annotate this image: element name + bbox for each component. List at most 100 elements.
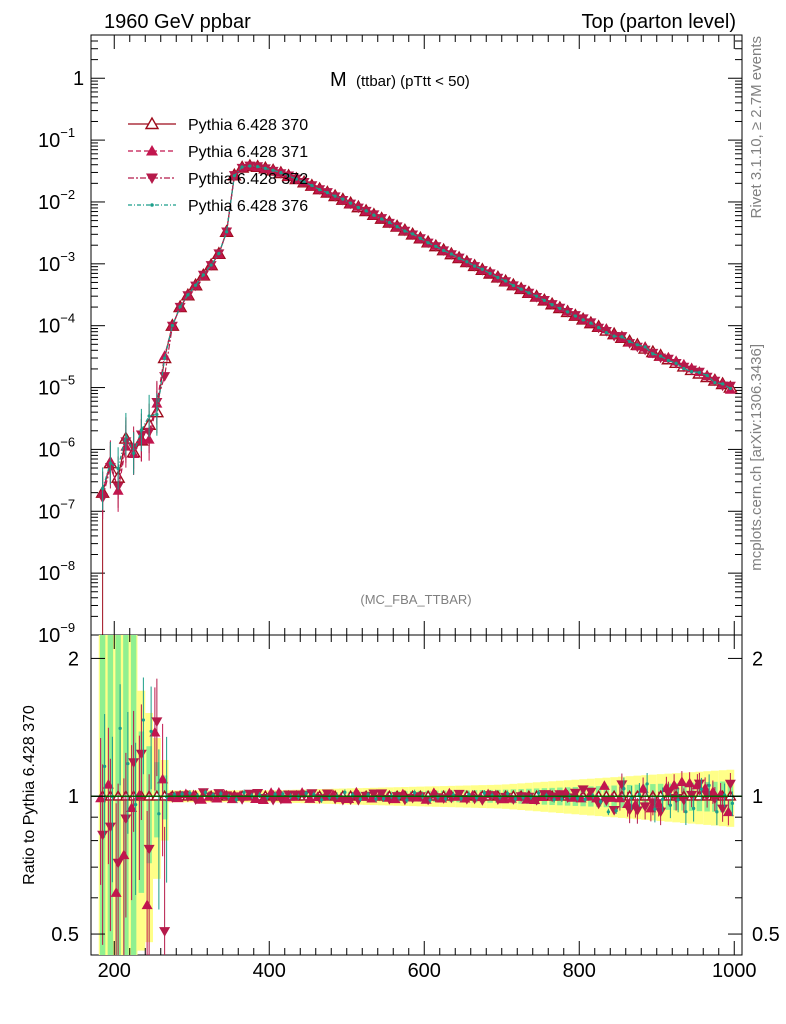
- ratio-point-2: [128, 758, 140, 768]
- series-point-3: [682, 366, 686, 371]
- ratio-point-3: [715, 810, 719, 814]
- ratio-point-2: [569, 788, 581, 799]
- ratio-point-1: [614, 792, 626, 803]
- series-point-3: [457, 256, 461, 261]
- series-point-3: [286, 174, 291, 178]
- plot-title: M: [330, 69, 347, 91]
- ratio-point-2: [631, 806, 643, 816]
- ratio-point-3: [699, 787, 704, 791]
- ratio-point-3: [118, 726, 122, 731]
- ratio-point-2: [104, 822, 116, 833]
- series-point-3: [534, 294, 539, 298]
- series-point-3: [713, 380, 717, 385]
- series-line-2: [102, 165, 731, 499]
- rivet-version-text: Rivet 3.1.10, ≥ 2.7M events: [748, 36, 765, 219]
- ratio-point-2: [523, 792, 535, 803]
- ratio-point-2: [228, 792, 240, 802]
- ratio-y-tick-label-right: 2: [752, 648, 763, 670]
- series-point-3: [279, 171, 283, 175]
- ratio-point-3: [180, 792, 184, 796]
- series-point-3: [527, 291, 531, 295]
- series-point-3: [294, 177, 299, 181]
- ratio-point-1: [366, 792, 378, 803]
- series-point-3: [651, 352, 655, 356]
- series-point-2: [639, 345, 651, 356]
- ratio-point-1: [141, 899, 153, 910]
- ratio-point-3: [428, 798, 432, 802]
- ratio-point-3: [560, 797, 564, 801]
- ratio-point-3: [219, 791, 223, 796]
- ratio-point-2: [724, 779, 736, 790]
- ratio-point-1: [157, 773, 169, 784]
- series-point-2: [701, 372, 713, 383]
- ratio-y-tick-label: 1: [68, 786, 79, 808]
- series-point-3: [379, 217, 384, 221]
- ratio-point-1: [653, 798, 665, 808]
- series-point-3: [604, 330, 609, 335]
- series-point-2: [337, 196, 349, 206]
- ratio-point-2: [143, 844, 155, 855]
- ratio-point-3: [645, 782, 649, 786]
- series-point-3: [271, 168, 275, 172]
- ratio-panel: 0.5 0.5 1 1 2 2 200 400 600 800 1000 Ratio to Pyt…: [21, 634, 780, 982]
- legend: Pythia 6.428 370 Pythia 6.428 371 Pythia 6…: [128, 116, 308, 215]
- ratio-point-2: [662, 788, 674, 799]
- ratio-point-1: [281, 793, 293, 804]
- series-point-3: [317, 187, 322, 192]
- series-point-3: [728, 386, 733, 391]
- series-point-3: [387, 220, 392, 225]
- series-point-3: [201, 273, 206, 277]
- series-point-3: [193, 283, 198, 287]
- series-point-3: [232, 174, 237, 178]
- main-y-tick-label: 10−6: [38, 434, 75, 461]
- ratio-point-2: [531, 796, 543, 806]
- ratio-point-3: [575, 796, 580, 800]
- ratio-point-3: [552, 797, 556, 802]
- series-point-3: [403, 229, 407, 233]
- ratio-point-3: [660, 797, 665, 801]
- series-point-3: [689, 369, 694, 374]
- ratio-point-2: [655, 807, 667, 818]
- x-axis: 200 400 600 800 1000: [98, 635, 757, 982]
- ratio-point-2: [151, 717, 163, 727]
- series-point-3: [263, 166, 268, 171]
- ratio-point-3: [102, 764, 107, 769]
- series-point-3: [705, 373, 709, 378]
- x-tick-label: 600: [408, 960, 441, 982]
- ratio-point-1: [722, 806, 734, 817]
- ratio-point-2: [399, 795, 411, 806]
- ratio-point-1: [149, 726, 161, 737]
- ratio-point-2: [368, 789, 380, 800]
- series-point-3: [519, 287, 523, 291]
- ratio-point-3: [653, 807, 657, 811]
- ratio-point-2: [290, 790, 302, 801]
- ratio-point-3: [412, 790, 417, 795]
- ratio-point-3: [405, 798, 409, 802]
- legend-marker-0: [144, 116, 160, 130]
- mcplots-text: mcplots.cern.ch [arXiv:1306.3436]: [748, 344, 765, 571]
- series-point-3: [620, 335, 624, 339]
- series-point-3: [503, 279, 508, 283]
- series-point-2: [655, 353, 667, 364]
- ratio-point-1: [195, 794, 207, 804]
- legend-label-0: Pythia 6.428 370: [188, 117, 308, 134]
- main-y-tick-label: 10−1: [38, 125, 75, 152]
- ratio-point-3: [606, 810, 611, 814]
- ratio-point-1: [684, 777, 696, 788]
- ratio-point-3: [281, 792, 285, 796]
- series-point-3: [449, 252, 454, 256]
- ratio-point-3: [684, 810, 688, 814]
- x-tick-label: 400: [253, 960, 286, 982]
- ratio-point-3: [583, 797, 587, 802]
- ratio-point-3: [188, 791, 192, 795]
- ratio-point-3: [622, 787, 626, 791]
- ratio-point-2: [120, 814, 132, 825]
- ratio-point-2: [717, 804, 729, 815]
- ratio-point-2: [197, 788, 209, 798]
- series-point-3: [720, 382, 725, 386]
- main-y-tick-label: 1: [73, 68, 84, 90]
- ratio-y-axis: 0.5 0.5 1 1 2 2: [51, 648, 780, 946]
- ratio-point-2: [244, 789, 256, 800]
- ratio-point-2: [461, 795, 473, 805]
- series-point-3: [441, 248, 446, 253]
